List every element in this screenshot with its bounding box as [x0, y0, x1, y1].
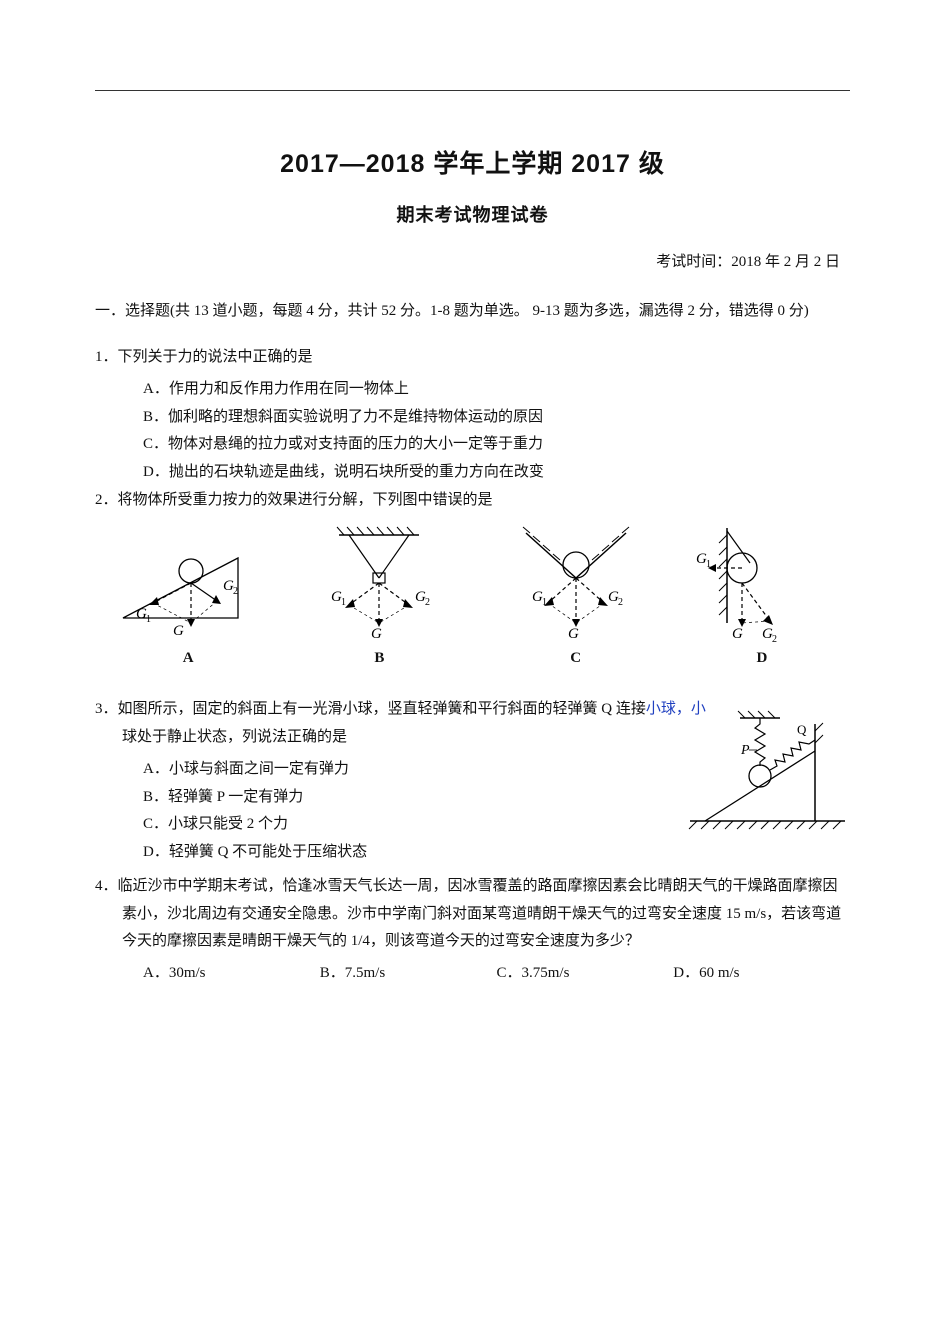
- svg-text:2: 2: [233, 586, 238, 597]
- title-sub: 期末考试物理试卷: [95, 199, 850, 232]
- svg-text:2: 2: [772, 634, 777, 643]
- q4-D: D．60 m/s: [673, 960, 850, 988]
- q3-stem-c: 球处于静止状态，列说法正确的是: [122, 729, 347, 745]
- q1-options: A．作用力和反作用力作用在同一物体上 B．伽利略的理想斜面实验说明了力不是维持物…: [143, 376, 850, 487]
- q1-C: C．物体对悬绳的拉力或对支持面的压力的大小一定等于重力: [143, 431, 850, 459]
- svg-text:1: 1: [706, 559, 711, 570]
- q3-C: C．小球只能受 2 个力: [143, 811, 623, 839]
- q4-stem: 4．临近沙市中学期末考试，恰逢冰雪天气长达一周，因冰雪覆盖的路面摩擦因素会比晴朗…: [95, 873, 850, 956]
- q4-B: B．7.5m/s: [320, 960, 497, 988]
- svg-text:Q: Q: [797, 722, 807, 737]
- svg-text:G: G: [568, 626, 579, 642]
- q3-figure: P Q: [685, 706, 850, 847]
- q3-D: D．轻弹簧 Q 不可能处于压缩状态: [143, 839, 623, 867]
- q4-options: A．30m/s B．7.5m/s C．3.75m/s D．60 m/s: [143, 960, 850, 988]
- q1-stem: 1．下列关于力的说法中正确的是: [95, 344, 850, 372]
- svg-text:1: 1: [146, 614, 151, 625]
- q4-A: A．30m/s: [143, 960, 320, 988]
- q2-stem: 2．将物体所受重力按力的效果进行分解，下列图中错误的是: [95, 487, 850, 515]
- q2-label-A: A: [113, 645, 263, 673]
- q1-A: A．作用力和反作用力作用在同一物体上: [143, 376, 850, 404]
- q2-label-D: D: [692, 645, 832, 673]
- q3-block: 3．如图所示，固定的斜面上有一光滑小球，竖直轻弹簧和平行斜面的轻弹簧 Q 连接小…: [95, 696, 850, 867]
- svg-text:1: 1: [341, 597, 346, 608]
- svg-text:G: G: [173, 623, 184, 639]
- svg-text:G: G: [732, 626, 743, 642]
- q2-label-C: C: [496, 645, 656, 673]
- exam-date: 考试时间：2018 年 2 月 2 日: [95, 249, 840, 277]
- q2-label-B: B: [299, 645, 459, 673]
- q1-D: D．抛出的石块轨迹是曲线，说明石块所受的重力方向在改变: [143, 459, 850, 487]
- q4-C: C．3.75m/s: [497, 960, 674, 988]
- q2-diagram-B: G 1 G 2 G B: [299, 523, 459, 673]
- section-intro: 一．选择题(共 13 道小题，每题 4 分，共计 52 分。1-8 题为单选。 …: [95, 298, 850, 326]
- header-rule: [95, 90, 850, 91]
- svg-text:1: 1: [542, 597, 547, 608]
- q3-options: A．小球与斜面之间一定有弹力 B．轻弹簧 P 一定有弹力 C．小球只能受 2 个…: [143, 756, 623, 867]
- svg-text:2: 2: [618, 597, 623, 608]
- q2-diagrams: G 2 G 1 G A: [95, 523, 850, 673]
- q2-diagram-C: G 1 G 2 G C: [496, 523, 656, 673]
- q3-A: A．小球与斜面之间一定有弹力: [143, 756, 623, 784]
- q2-diagram-A: G 2 G 1 G A: [113, 523, 263, 673]
- svg-text:P: P: [740, 743, 750, 758]
- q3-stem-a: 3．如图所示，固定的斜面上有一光滑小球，竖直轻弹簧和平行斜面的轻弹簧 Q 连接: [95, 701, 646, 717]
- q1-B: B．伽利略的理想斜面实验说明了力不是维持物体运动的原因: [143, 404, 850, 432]
- svg-text:G: G: [371, 626, 382, 642]
- q2-diagram-D: G 1 G G 2 D: [692, 523, 832, 673]
- title-main: 2017—2018 学年上学期 2017 级: [95, 141, 850, 187]
- svg-text:2: 2: [425, 597, 430, 608]
- q3-B: B．轻弹簧 P 一定有弹力: [143, 784, 623, 812]
